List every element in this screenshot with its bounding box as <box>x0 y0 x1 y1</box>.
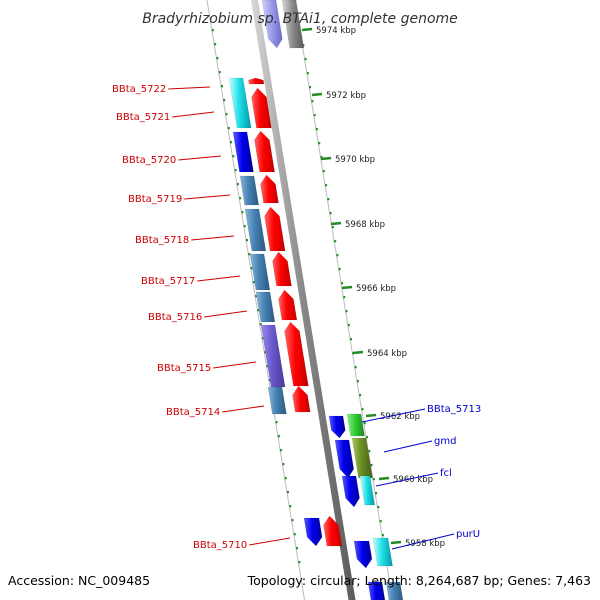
leader-line <box>191 235 235 241</box>
gene-bbta-5719[interactable] <box>239 175 260 206</box>
scale-label: 5968 kbp <box>345 220 385 230</box>
gene-puru[interactable] <box>372 537 393 567</box>
gene-top-gray[interactable] <box>281 0 305 49</box>
scale-label: 5962 kbp <box>380 412 420 422</box>
gene-bbta-5720[interactable] <box>232 131 254 173</box>
leader-line <box>391 533 455 550</box>
gene-bbta-5716[interactable] <box>255 291 276 323</box>
gene-red-5715[interactable] <box>284 321 309 387</box>
leader-line <box>383 440 433 453</box>
leader-line <box>222 405 265 413</box>
gene-label-left[interactable]: BBta_5710 <box>193 540 247 551</box>
gene-red-5718[interactable] <box>264 206 286 252</box>
gene-bbta-5715[interactable] <box>260 324 286 388</box>
scale-label: 5966 kbp <box>356 284 396 294</box>
gene-label-left[interactable]: BBta_5720 <box>122 155 176 166</box>
gene-gmd[interactable] <box>351 437 373 479</box>
leader-line <box>178 155 222 161</box>
gene-gmd-blue[interactable] <box>334 439 354 479</box>
gene-bbta-5714[interactable] <box>267 386 287 415</box>
gene-bottom-steel[interactable] <box>385 581 404 600</box>
leader-line <box>168 86 211 90</box>
scale-tick <box>341 285 353 290</box>
gene-label-right[interactable]: fcl <box>440 468 452 479</box>
topology-text: Topology: circular; Length: 8,264,687 bp… <box>247 573 591 588</box>
gene-top-lavender[interactable] <box>261 0 283 49</box>
gene-bottom-blue[interactable] <box>367 581 386 600</box>
gene-bbta-5710-red[interactable] <box>323 515 343 547</box>
gene-fcl-blue[interactable] <box>341 475 360 508</box>
gene-red-5721[interactable] <box>251 87 272 129</box>
gene-bbta-5718[interactable] <box>244 208 267 252</box>
scale-label: 5974 kbp <box>316 26 356 36</box>
genome-backbone <box>251 0 356 600</box>
gene-bbta-5710-blue[interactable] <box>303 517 323 547</box>
scale-tick <box>365 413 377 418</box>
map-title: Bradyrhizobium sp. BTAi1, complete genom… <box>142 11 458 27</box>
gene-red-cap[interactable] <box>248 77 265 85</box>
backbone-line <box>251 0 356 600</box>
scale-label: 5958 kbp <box>405 539 445 549</box>
scale-tick <box>352 350 364 355</box>
scale-label: 5970 kbp <box>335 155 375 165</box>
leader-line <box>375 472 439 487</box>
gene-red-5719[interactable] <box>260 174 279 204</box>
leader-line <box>184 194 231 200</box>
scale-tick <box>330 221 342 226</box>
leader-line <box>361 408 426 423</box>
leader-line <box>249 537 291 546</box>
gene-features <box>228 0 404 600</box>
gene-labels: BBta_5722 BBta_5721 BBta_5720 BBta_5719 BBta… <box>112 84 481 551</box>
scale-label: 5972 kbp <box>326 91 366 101</box>
kbp-scale: 5974 kbp 5972 kbp 5970 kbp 5968 kbp 5966 kbp… <box>301 26 445 549</box>
gene-label-right[interactable]: gmd <box>434 436 456 447</box>
gene-label-left[interactable]: BBta_5716 <box>148 312 202 323</box>
gene-red-5720[interactable] <box>254 130 275 173</box>
track-right-border <box>294 0 393 600</box>
gene-label-left[interactable]: BBta_5715 <box>157 363 211 374</box>
gene-bbta-5717[interactable] <box>249 253 271 291</box>
gene-red-5714[interactable] <box>292 385 311 413</box>
gene-bbta-5721[interactable] <box>228 77 252 129</box>
leader-line <box>172 111 215 118</box>
gene-red-5717[interactable] <box>272 251 292 287</box>
scale-tick <box>378 476 390 481</box>
gene-label-right[interactable]: BBta_5713 <box>427 404 481 415</box>
leader-line <box>213 361 257 369</box>
gene-label-left[interactable]: BBta_5718 <box>135 235 189 246</box>
gene-puru-blue[interactable] <box>353 540 373 569</box>
scale-label: 5964 kbp <box>367 349 407 359</box>
gene-label-left[interactable]: BBta_5717 <box>141 276 195 287</box>
scale-tick <box>311 92 323 97</box>
gene-fcl[interactable] <box>359 475 376 506</box>
leader-line <box>197 275 241 282</box>
gene-red-5716[interactable] <box>278 289 298 321</box>
leader-line <box>204 310 248 318</box>
gene-label-left[interactable]: BBta_5719 <box>128 194 182 205</box>
gene-label-left[interactable]: BBta_5714 <box>166 407 220 418</box>
gene-bbta-5713-blue[interactable] <box>328 415 346 439</box>
scale-tick <box>301 27 313 32</box>
gene-label-left[interactable]: BBta_5722 <box>112 84 166 95</box>
accession-text: Accession: NC_009485 <box>8 573 150 588</box>
gene-label-right[interactable]: purU <box>456 529 480 540</box>
scale-label: 5960 kbp <box>393 475 433 485</box>
scale-tick <box>320 156 332 161</box>
scale-tick <box>390 540 402 545</box>
gene-bbta-5713[interactable] <box>346 413 365 437</box>
gene-label-left[interactable]: BBta_5721 <box>116 112 170 123</box>
